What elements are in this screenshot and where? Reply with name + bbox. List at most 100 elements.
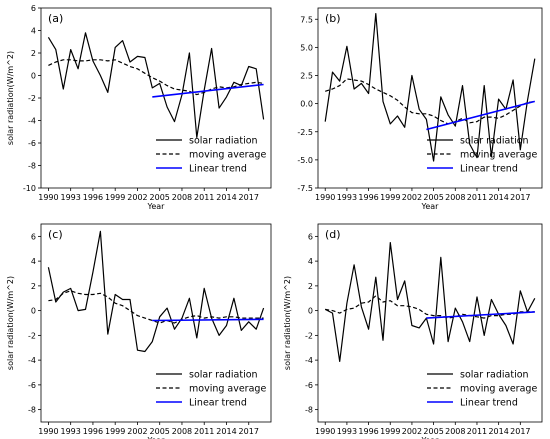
legend-entry: moving average bbox=[189, 384, 266, 395]
x-tick-label: 2008 bbox=[172, 427, 192, 436]
y-tick-label: -8 bbox=[28, 162, 36, 171]
legend-entry: moving average bbox=[460, 384, 537, 395]
plot-frame bbox=[317, 7, 543, 189]
x-tick-label: 2008 bbox=[445, 193, 465, 202]
panel-label: (c) bbox=[48, 228, 63, 241]
x-tick-label: 2005 bbox=[423, 193, 443, 202]
x-axis-title: Year bbox=[421, 202, 440, 211]
panel-label: (d) bbox=[325, 228, 341, 241]
y-tick-label: -7.5 bbox=[297, 184, 313, 193]
x-tick-label: 2002 bbox=[402, 193, 422, 202]
x-tick-label: 1993 bbox=[60, 427, 80, 436]
y-tick-label: -2 bbox=[28, 331, 36, 340]
y-axis-title: solar radiation(W/m^2) bbox=[283, 276, 292, 370]
x-tick-label: 1990 bbox=[315, 193, 335, 202]
series-line-moving-average bbox=[48, 290, 264, 324]
plot-frame bbox=[40, 223, 272, 423]
x-tick-label: 2014 bbox=[488, 427, 508, 436]
series-line-linear-trend bbox=[426, 311, 535, 319]
x-tick-label: 1996 bbox=[358, 193, 378, 202]
y-tick-label: 2 bbox=[31, 282, 36, 291]
y-tick-label: 4 bbox=[31, 27, 36, 36]
y-tick-label: -6 bbox=[28, 381, 36, 390]
x-tick-label: 2008 bbox=[445, 427, 465, 436]
y-tick-label: -4 bbox=[28, 117, 36, 126]
chart-panel-4: 6 4 2 0 -2 -4 -6 -8 1990 1993 1996 1999 2002 2005 2008… bbox=[283, 223, 543, 439]
y-tick-label: 6 bbox=[31, 232, 36, 241]
x-tick-label: 2017 bbox=[510, 193, 530, 202]
y-tick-label: -4 bbox=[28, 356, 36, 365]
y-tick-label: 6 bbox=[308, 232, 313, 241]
x-tick-label: 1999 bbox=[380, 193, 400, 202]
y-tick-label: 4 bbox=[308, 257, 313, 266]
x-tick-label: 1999 bbox=[380, 427, 400, 436]
y-tick-label: 0 bbox=[308, 307, 313, 316]
y-tick-label: 2 bbox=[308, 282, 313, 291]
x-tick-label: 2002 bbox=[127, 193, 147, 202]
y-tick-label: -6 bbox=[305, 381, 313, 390]
series-line-linear-trend bbox=[152, 83, 264, 98]
x-axis-title: Year bbox=[421, 436, 440, 439]
plot-frame bbox=[317, 223, 543, 423]
x-tick-label: 2011 bbox=[467, 427, 487, 436]
y-axis-title: solar radiation(W/m^2) bbox=[6, 276, 15, 370]
series-line-linear-trend bbox=[152, 318, 264, 322]
y-tick-label: 7.5 bbox=[300, 15, 313, 24]
x-tick-label: 2002 bbox=[402, 427, 422, 436]
x-tick-label: 2017 bbox=[239, 427, 259, 436]
plot-frame bbox=[40, 7, 272, 189]
legend-entry: Linear trend bbox=[189, 398, 247, 409]
legend-entry: Linear trend bbox=[460, 164, 518, 175]
y-tick-label: -8 bbox=[28, 406, 36, 415]
x-tick-label: 2011 bbox=[467, 193, 487, 202]
y-tick-label: 2 bbox=[31, 49, 36, 58]
y-tick-label: 4 bbox=[31, 257, 36, 266]
x-tick-label: 2002 bbox=[127, 427, 147, 436]
series-line-moving-average bbox=[325, 78, 535, 125]
x-tick-label: 2011 bbox=[194, 193, 214, 202]
x-tick-label: 1996 bbox=[83, 193, 103, 202]
x-tick-label: 1993 bbox=[337, 427, 357, 436]
y-tick-label: 0 bbox=[31, 72, 36, 81]
y-axis-title: solar radiation(W/m^2) bbox=[6, 51, 15, 145]
x-tick-label: 2005 bbox=[423, 427, 443, 436]
legend-entry: Linear trend bbox=[189, 164, 247, 175]
y-tick-label: -6 bbox=[28, 139, 36, 148]
x-axis-title: Year bbox=[147, 202, 166, 211]
series-line-solar-radiation bbox=[324, 242, 536, 362]
x-tick-label: 1996 bbox=[358, 427, 378, 436]
y-tick-label: 2.5 bbox=[300, 72, 313, 81]
legend-entry: moving average bbox=[189, 150, 266, 161]
x-tick-label: 2005 bbox=[150, 427, 170, 436]
x-tick-label: 1993 bbox=[337, 193, 357, 202]
y-tick-label: -4 bbox=[305, 356, 313, 365]
y-tick-label: 6 bbox=[31, 4, 36, 13]
x-tick-label: 2017 bbox=[510, 427, 530, 436]
series-line-moving-average bbox=[325, 295, 535, 319]
series-line-linear-trend bbox=[426, 100, 536, 131]
legend-entry: moving average bbox=[460, 150, 537, 161]
x-tick-label: 2017 bbox=[239, 193, 259, 202]
y-tick-label: -8 bbox=[305, 406, 313, 415]
x-tick-label: 1996 bbox=[83, 427, 103, 436]
chart-panel-3: 6 4 2 0 -2 -4 -6 -8 1990 1993 1996 1999 2002 2005 2008… bbox=[6, 223, 272, 439]
y-tick-label: -2 bbox=[305, 331, 313, 340]
x-tick-label: 2008 bbox=[172, 193, 192, 202]
series-line-solar-radiation bbox=[47, 230, 265, 353]
x-tick-label: 1990 bbox=[38, 427, 58, 436]
x-tick-label: 2014 bbox=[488, 193, 508, 202]
x-tick-label: 1999 bbox=[105, 193, 125, 202]
y-tick-label: -10 bbox=[23, 184, 36, 193]
x-tick-label: 1993 bbox=[60, 193, 80, 202]
y-tick-label: -2 bbox=[28, 94, 36, 103]
x-tick-label: 2005 bbox=[150, 193, 170, 202]
y-tick-label: -2.5 bbox=[297, 128, 313, 137]
y-tick-label: 0.0 bbox=[300, 100, 313, 109]
x-tick-label: 1990 bbox=[38, 193, 58, 202]
y-tick-label: 5.0 bbox=[300, 43, 313, 52]
x-tick-label: 2011 bbox=[194, 427, 214, 436]
y-tick-label: 0 bbox=[31, 307, 36, 316]
legend-entry: solar radiation bbox=[460, 370, 529, 381]
